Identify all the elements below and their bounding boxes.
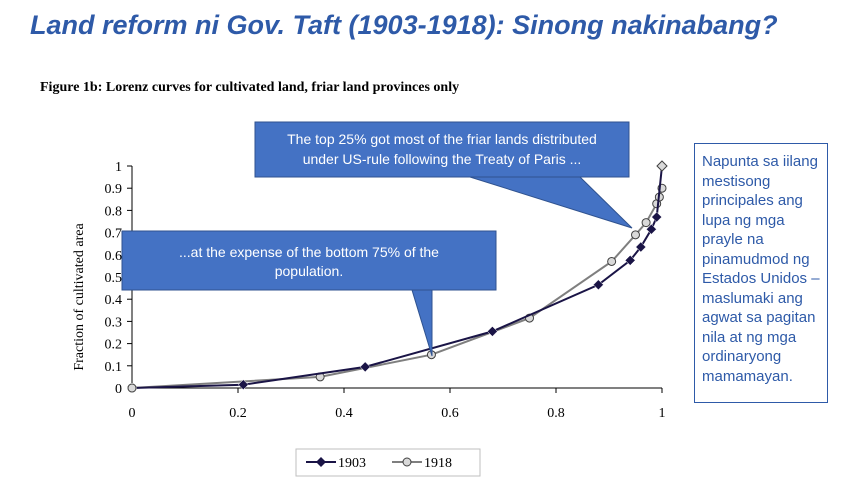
point-1903	[651, 211, 663, 223]
y-tick-label: 0.9	[105, 182, 123, 197]
point-1903	[593, 279, 604, 291]
legend-1918-marker	[402, 457, 412, 467]
x-tick-label: 1	[659, 406, 666, 421]
legend-1918-label: 1918	[424, 456, 452, 471]
x-tick-label: 0.8	[547, 406, 565, 421]
x-tick-label: 0.2	[229, 406, 247, 421]
legend-1903-label: 1903	[338, 456, 366, 471]
x-tick-label: 0	[129, 406, 136, 421]
point-origin	[127, 383, 137, 393]
point-1903	[646, 223, 657, 235]
point-1903	[237, 379, 249, 391]
callout-bottom-line-2: population.	[275, 263, 344, 279]
point-1903	[487, 326, 498, 337]
point-1903	[624, 254, 636, 266]
y-tick-label: 0.4	[105, 293, 123, 308]
x-tick-label: 0.6	[441, 406, 459, 421]
callout-bottom-line-1: ...at the expense of the bottom 75% of t…	[179, 244, 439, 260]
y-tick-label: 0.2	[105, 338, 123, 353]
series-line-1903	[131, 165, 663, 389]
y-tick-label: 0.6	[105, 249, 123, 264]
point-1918	[631, 230, 640, 240]
x-tick-label: 0.4	[335, 406, 353, 421]
point-end	[656, 160, 668, 172]
point-1918	[607, 256, 617, 266]
callout-top-line-1: The top 25% got most of the friar lands …	[287, 131, 597, 147]
y-tick-label: 0.3	[105, 315, 123, 330]
point-1903	[359, 361, 371, 373]
y-tick-label: 1	[115, 160, 122, 175]
legend-1903-marker	[316, 457, 326, 467]
y-tick-label: 0.1	[105, 360, 123, 375]
chart-legend: 1903 1918	[295, 448, 481, 477]
y-tick-label: 0.7	[105, 227, 123, 242]
callout-bottom: ...at the expense of the bottom 75% of t…	[121, 230, 497, 357]
y-axis-label: Fraction of cultivated area	[72, 223, 87, 371]
y-tick-label: 0	[115, 382, 122, 397]
chart-series	[126, 160, 668, 394]
point-1903	[635, 241, 647, 253]
y-tick-label: 0.8	[105, 204, 123, 219]
slide-title: Land reform ni Gov. Taft (1903-1918): Si…	[30, 10, 778, 40]
callout-top-line-2: under US-rule following the Treaty of Pa…	[303, 151, 582, 167]
side-note: Napunta sa iilang mestisong principales …	[694, 143, 828, 403]
figure-title: Figure 1b: Lorenz curves for cultivated …	[40, 80, 460, 95]
callout-top: The top 25% got most of the friar lands …	[254, 121, 633, 229]
point-1918	[641, 218, 651, 228]
y-tick-label: 0.5	[105, 271, 123, 286]
